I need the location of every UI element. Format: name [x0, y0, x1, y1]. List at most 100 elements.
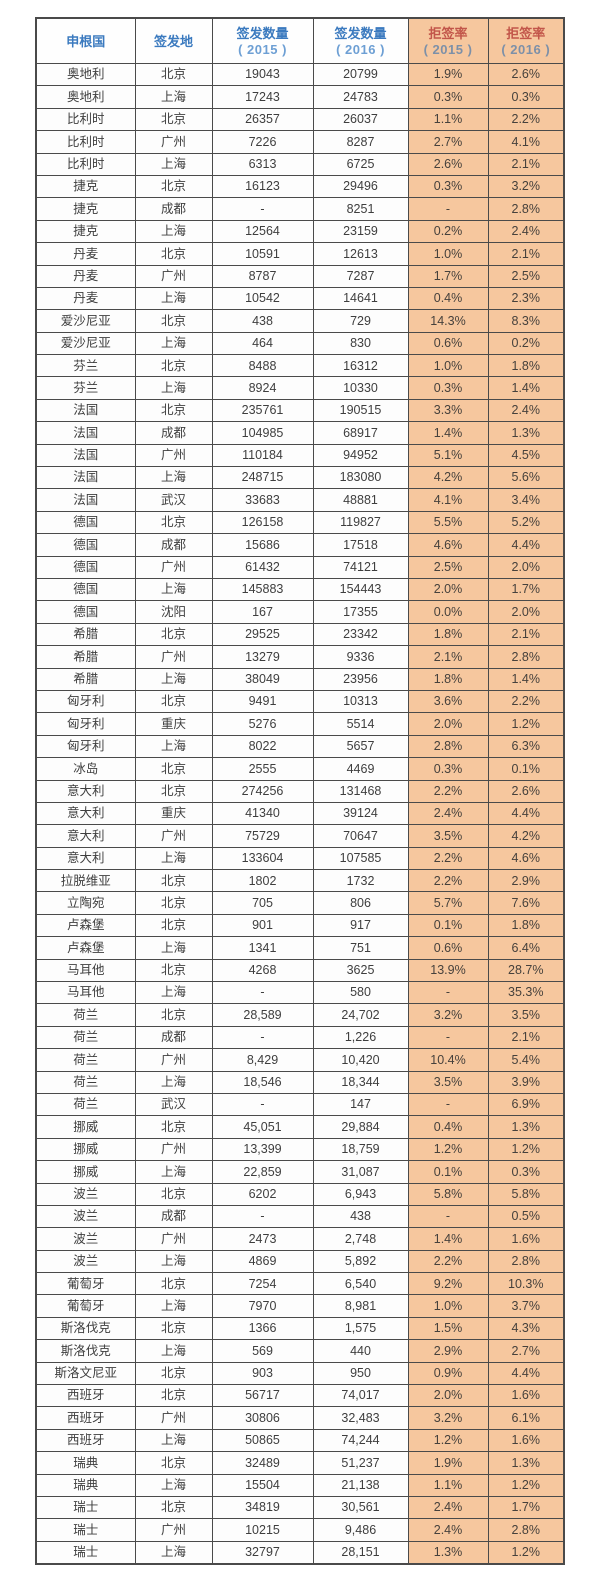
cell-country: 卢森堡 [35, 936, 136, 960]
cell-issued-2015: 10591 [211, 242, 314, 266]
cell-country: 捷克 [35, 219, 136, 244]
cell-city: 广州 [134, 555, 213, 579]
cell-issued-2015: 32797 [211, 1540, 314, 1565]
cell-refusal-rate-2016: 1.2% [487, 1540, 565, 1565]
table-row: 斯洛伐克 北京 1366 1,575 1.5% 4.3% [35, 1316, 565, 1341]
cell-refusal-rate-2016: 2.6% [487, 62, 565, 87]
cell-issued-2016: 48881 [312, 488, 409, 512]
cell-refusal-rate-2015: - [407, 1092, 489, 1117]
cell-city: 上海 [134, 1294, 213, 1318]
cell-country: 意大利 [35, 801, 136, 826]
cell-refusal-rate-2015: 0.3% [407, 757, 489, 781]
cell-refusal-rate-2016: 5.2% [487, 510, 565, 535]
cell-city: 上海 [134, 1339, 213, 1363]
col-header-issuing-place-label: 签发地 [153, 33, 193, 49]
cell-issued-2015: 29525 [211, 622, 314, 647]
cell-refusal-rate-2015: 1.1% [407, 1473, 489, 1498]
cell-refusal-rate-2015: 14.3% [407, 309, 489, 333]
cell-refusal-rate-2015: 1.8% [407, 622, 489, 647]
cell-refusal-rate-2016: 1.2% [487, 1473, 565, 1498]
cell-city: 北京 [134, 891, 213, 915]
table-row: 法国 成都 104985 68917 1.4% 1.3% [35, 421, 565, 445]
cell-issued-2015: - [211, 1092, 314, 1117]
cell-country: 法国 [35, 488, 136, 512]
cell-issued-2016: 729 [312, 309, 409, 333]
cell-issued-2015: 56717 [211, 1384, 314, 1408]
cell-city: 重庆 [134, 712, 213, 736]
table-row: 奥地利 上海 17243 24783 0.3% 0.3% [35, 85, 565, 109]
cell-issued-2016: 17355 [312, 600, 409, 624]
cell-issued-2015: 8488 [211, 354, 314, 378]
cell-city: 广州 [134, 130, 213, 154]
table-row: 波兰 广州 2473 2,748 1.4% 1.6% [35, 1227, 565, 1251]
cell-issued-2015: 901 [211, 913, 314, 938]
cell-refusal-rate-2016: 28.7% [487, 958, 565, 983]
col-header-issued-2016-year: ( 2016 ) [336, 42, 385, 57]
cell-country: 希腊 [35, 667, 136, 691]
cell-issued-2015: 8787 [211, 264, 314, 288]
cell-city: 广州 [134, 1518, 213, 1542]
cell-city: 北京 [134, 62, 213, 87]
cell-issued-2016: 18,759 [312, 1137, 409, 1162]
cell-refusal-rate-2016: 2.2% [487, 689, 565, 714]
table-row: 法国 武汉 33683 48881 4.1% 3.4% [35, 488, 565, 512]
table-row: 比利时 北京 26357 26037 1.1% 2.2% [35, 107, 565, 132]
cell-refusal-rate-2015: 2.2% [407, 869, 489, 893]
cell-refusal-rate-2016: 2.8% [487, 1249, 565, 1274]
cell-city: 北京 [134, 622, 213, 647]
cell-refusal-rate-2015: 0.6% [407, 936, 489, 960]
cell-issued-2016: 17518 [312, 533, 409, 557]
cell-city: 上海 [134, 85, 213, 109]
col-header-issued-2016: 签发数量 ( 2016 ) [312, 17, 409, 64]
cell-issued-2015: 7254 [211, 1272, 314, 1296]
cell-country: 捷克 [35, 174, 136, 199]
cell-country: 波兰 [35, 1182, 136, 1206]
cell-country: 挪威 [35, 1160, 136, 1184]
cell-refusal-rate-2016: 7.6% [487, 891, 565, 915]
cell-issued-2015: 104985 [211, 421, 314, 445]
cell-issued-2016: 917 [312, 913, 409, 938]
table-row: 丹麦 上海 10542 14641 0.4% 2.3% [35, 286, 565, 311]
table-row: 西班牙 广州 30806 32,483 3.2% 6.1% [35, 1406, 565, 1430]
col-header-issued-2015-label: 签发数量 [236, 26, 289, 41]
cell-refusal-rate-2015: 3.6% [407, 689, 489, 714]
cell-issued-2016: 2,748 [312, 1227, 409, 1251]
cell-issued-2015: 61432 [211, 555, 314, 579]
cell-refusal-rate-2015: 2.4% [407, 1495, 489, 1520]
cell-refusal-rate-2016: 4.4% [487, 1361, 565, 1386]
cell-refusal-rate-2016: 1.6% [487, 1428, 565, 1453]
cell-country: 瑞典 [35, 1451, 136, 1475]
cell-issued-2016: 1732 [312, 869, 409, 893]
table-row: 马耳他 北京 4268 3625 13.9% 28.7% [35, 958, 565, 983]
cell-issued-2016: 6,943 [312, 1182, 409, 1206]
table-row: 挪威 北京 45,051 29,884 0.4% 1.3% [35, 1115, 565, 1139]
cell-issued-2015: 13,399 [211, 1137, 314, 1162]
table-row: 荷兰 武汉 - 147 - 6.9% [35, 1092, 565, 1117]
cell-country: 瑞士 [35, 1540, 136, 1565]
cell-issued-2016: 147 [312, 1092, 409, 1117]
cell-city: 重庆 [134, 801, 213, 826]
cell-refusal-rate-2016: 2.9% [487, 869, 565, 893]
cell-city: 北京 [134, 398, 213, 423]
cell-city: 上海 [134, 1070, 213, 1094]
table-row: 波兰 上海 4869 5,892 2.2% 2.8% [35, 1249, 565, 1274]
table-row: 匈牙利 重庆 5276 5514 2.0% 1.2% [35, 712, 565, 736]
cell-country: 匈牙利 [35, 712, 136, 736]
cell-refusal-rate-2015: 4.1% [407, 488, 489, 512]
cell-city: 武汉 [134, 1092, 213, 1117]
cell-issued-2015: 145883 [211, 577, 314, 602]
cell-city: 北京 [134, 107, 213, 132]
cell-refusal-rate-2016: 2.8% [487, 1518, 565, 1542]
cell-country: 拉脱维亚 [35, 869, 136, 893]
cell-issued-2016: 8287 [312, 130, 409, 154]
cell-refusal-rate-2016: 4.4% [487, 533, 565, 557]
cell-refusal-rate-2015: 4.6% [407, 533, 489, 557]
cell-refusal-rate-2016: 0.5% [487, 1204, 565, 1229]
cell-city: 北京 [134, 1272, 213, 1296]
cell-issued-2015: 2473 [211, 1227, 314, 1251]
table-row: 爱沙尼亚 上海 464 830 0.6% 0.2% [35, 331, 565, 356]
cell-country: 爱沙尼亚 [35, 309, 136, 333]
cell-city: 上海 [134, 219, 213, 244]
cell-country: 马耳他 [35, 981, 136, 1005]
table-row: 比利时 广州 7226 8287 2.7% 4.1% [35, 130, 565, 154]
